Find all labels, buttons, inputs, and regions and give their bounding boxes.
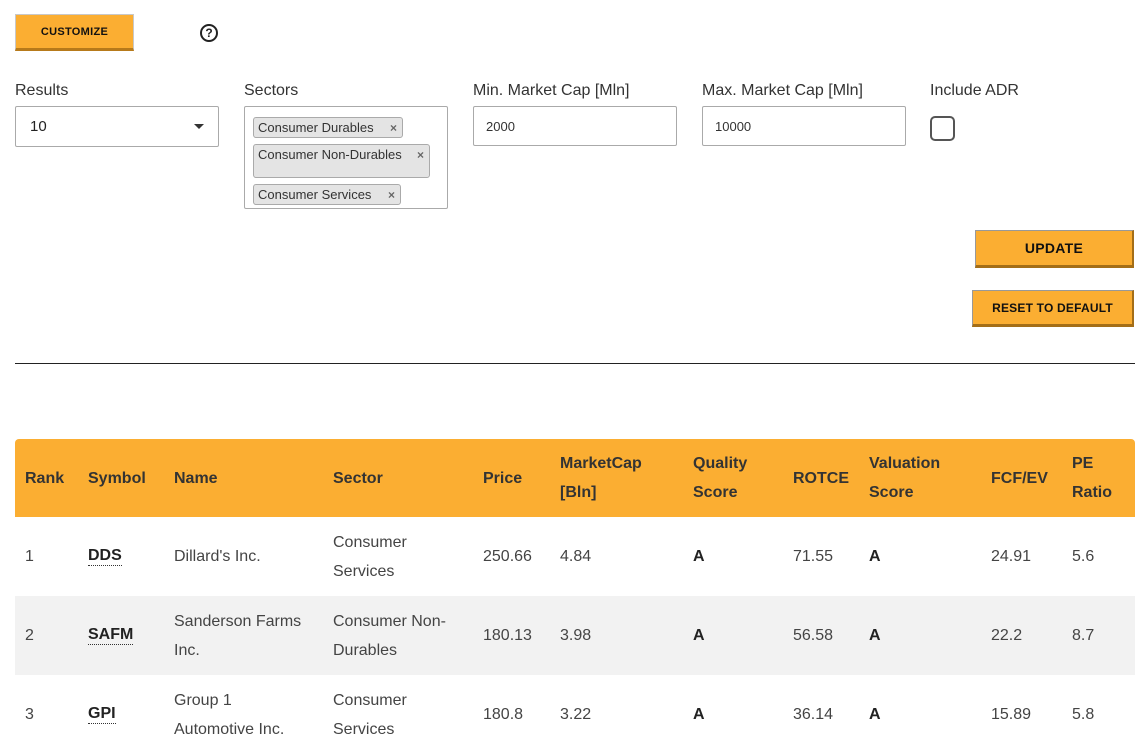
remove-chip-icon[interactable]: × <box>389 120 397 135</box>
cell-rank: 2 <box>25 627 34 644</box>
cell-name: Dillard's Inc. <box>174 548 261 565</box>
sector-chip-label: Consumer Durables <box>258 119 374 135</box>
include-adr-label: Include ADR <box>930 82 1019 99</box>
cell-fcf-ev: 15.89 <box>991 706 1032 723</box>
cell-valuation-score: A <box>869 706 881 723</box>
max-market-cap-label: Max. Market Cap [Mln] <box>702 82 863 99</box>
cell-pe-ratio: 5.8 <box>1072 706 1095 723</box>
cell-rotce: 71.55 <box>793 548 834 565</box>
cell-valuation-score: A <box>869 627 881 644</box>
sectors-label: Sectors <box>244 82 299 99</box>
cell-pe-ratio: 8.7 <box>1072 627 1095 644</box>
cell-name: Group 1 Automotive Inc. <box>174 691 285 738</box>
header-sector[interactable]: Sector <box>333 469 383 487</box>
cell-valuation-score: A <box>869 548 881 565</box>
cell-rank: 1 <box>25 548 34 565</box>
header-marketcap[interactable]: MarketCap [Bln] <box>560 455 642 501</box>
header-rotce[interactable]: ROTCE <box>793 469 849 487</box>
cell-symbol[interactable]: GPI <box>88 675 116 754</box>
cell-symbol[interactable]: SAFM <box>88 596 134 675</box>
update-button[interactable]: UPDATE <box>975 230 1134 268</box>
cell-name: Sanderson Farms Inc. <box>174 612 302 659</box>
results-label: Results <box>15 82 69 99</box>
sector-chip: Consumer Non-Durables × <box>253 144 430 178</box>
remove-chip-icon[interactable]: × <box>387 187 395 202</box>
header-pe-ratio[interactable]: PE Ratio <box>1072 455 1112 501</box>
cell-rotce: 56.58 <box>793 627 834 644</box>
cell-rotce: 36.14 <box>793 706 834 723</box>
results-select-value: 10 <box>30 118 47 135</box>
header-price[interactable]: Price <box>483 469 523 487</box>
header-fcf-ev[interactable]: FCF/EV <box>991 469 1048 487</box>
header-name[interactable]: Name <box>174 469 218 487</box>
table-row: 2 SAFM Sanderson Farms Inc. Consumer Non… <box>15 596 1135 675</box>
cell-quality-score: A <box>693 627 705 644</box>
chevron-down-icon <box>194 124 204 129</box>
max-market-cap-input[interactable]: 10000 <box>702 106 906 146</box>
cell-quality-score: A <box>693 548 705 565</box>
customize-button[interactable]: CUSTOMIZE <box>15 14 134 51</box>
cell-sector: Consumer Non-Durables <box>333 612 446 659</box>
cell-sector: Consumer Services <box>333 533 407 580</box>
cell-marketcap: 3.22 <box>560 706 592 723</box>
cell-price: 250.66 <box>483 548 532 565</box>
cell-marketcap: 4.84 <box>560 548 592 565</box>
symbol-link[interactable]: SAFM <box>88 626 134 645</box>
cell-sector: Consumer Services <box>333 691 407 738</box>
header-rank[interactable]: Rank <box>25 469 65 487</box>
header-valuation-score[interactable]: Valuation Score <box>869 455 941 501</box>
sector-chip-label: Consumer Services <box>258 186 372 202</box>
cell-fcf-ev: 22.2 <box>991 627 1023 644</box>
help-icon[interactable]: ? <box>200 24 218 42</box>
cell-quality-score: A <box>693 706 705 723</box>
cell-fcf-ev: 24.91 <box>991 548 1032 565</box>
sectors-multiselect[interactable]: Consumer Durables × Consumer Non-Durable… <box>244 106 448 209</box>
section-divider <box>15 363 1135 364</box>
include-adr-checkbox[interactable] <box>930 116 955 141</box>
cell-marketcap: 3.98 <box>560 627 592 644</box>
cell-price: 180.8 <box>483 706 524 723</box>
cell-pe-ratio: 5.6 <box>1072 548 1095 565</box>
cell-symbol[interactable]: DDS <box>88 517 122 596</box>
cell-price: 180.13 <box>483 627 532 644</box>
table-row: 3 GPI Group 1 Automotive Inc. Consumer S… <box>15 675 1135 754</box>
min-market-cap-label: Min. Market Cap [Mln] <box>473 82 630 99</box>
header-symbol[interactable]: Symbol <box>88 469 146 487</box>
min-market-cap-input[interactable]: 2000 <box>473 106 677 146</box>
sector-chip-label: Consumer Non-Durables <box>258 147 402 162</box>
symbol-link[interactable]: DDS <box>88 547 122 566</box>
sector-chip: Consumer Services × <box>253 184 401 205</box>
symbol-link[interactable]: GPI <box>88 705 116 724</box>
table-header: Rank Symbol Name Sector Price MarketCap … <box>15 439 1135 517</box>
results-select[interactable]: 10 <box>15 106 219 147</box>
remove-chip-icon[interactable]: × <box>416 148 424 162</box>
sector-chip: Consumer Durables × <box>253 117 403 138</box>
reset-to-default-button[interactable]: RESET TO DEFAULT <box>972 290 1134 327</box>
cell-rank: 3 <box>25 706 34 723</box>
table-row: 1 DDS Dillard's Inc. Consumer Services 2… <box>15 517 1135 596</box>
header-quality-score[interactable]: Quality Score <box>693 455 748 501</box>
